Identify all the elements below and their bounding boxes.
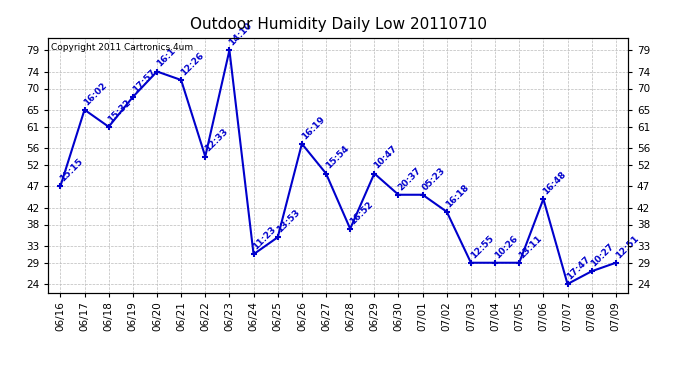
Text: 16:02: 16:02 [82, 81, 109, 107]
Text: 17:47: 17:47 [565, 254, 592, 281]
Text: 14:10: 14:10 [227, 21, 254, 48]
Text: 12:33: 12:33 [203, 127, 230, 154]
Text: 12:55: 12:55 [469, 233, 495, 260]
Text: 13:53: 13:53 [275, 208, 302, 234]
Text: 16:1: 16:1 [155, 46, 177, 69]
Text: 12:26: 12:26 [179, 51, 206, 77]
Text: 10:27: 10:27 [589, 242, 616, 268]
Text: 15:32: 15:32 [106, 98, 133, 124]
Text: 15:15: 15:15 [58, 157, 85, 183]
Text: 16:19: 16:19 [299, 114, 326, 141]
Text: 16:48: 16:48 [541, 170, 568, 196]
Text: 13:11: 13:11 [517, 233, 544, 260]
Text: 05:23: 05:23 [420, 165, 447, 192]
Text: Copyright 2011 Cartronics.4um: Copyright 2011 Cartronics.4um [51, 43, 193, 52]
Title: Outdoor Humidity Daily Low 20110710: Outdoor Humidity Daily Low 20110710 [190, 17, 486, 32]
Text: 16:18: 16:18 [444, 182, 471, 209]
Text: 20:37: 20:37 [396, 165, 423, 192]
Text: 10:47: 10:47 [372, 144, 399, 171]
Text: 10:26: 10:26 [493, 234, 520, 260]
Text: 15:54: 15:54 [324, 144, 351, 171]
Text: 17:57: 17:57 [130, 68, 157, 94]
Text: 12:51: 12:51 [613, 233, 640, 260]
Text: 11:23: 11:23 [251, 225, 278, 252]
Text: 16:52: 16:52 [348, 200, 375, 226]
